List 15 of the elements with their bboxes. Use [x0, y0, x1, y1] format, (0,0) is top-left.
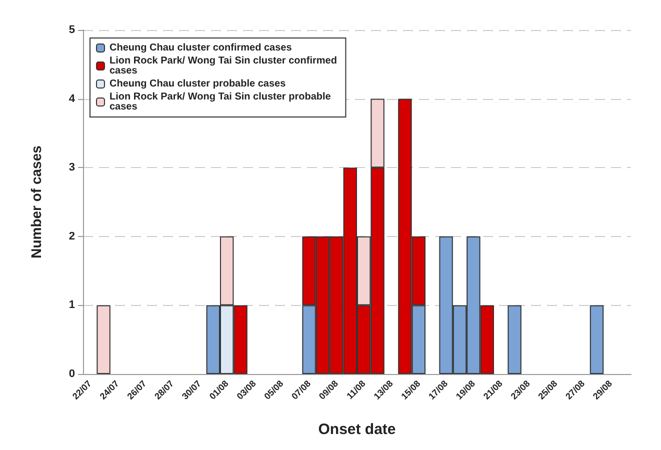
- legend-label: Cheung Chau cluster probable cases: [110, 78, 286, 90]
- legend-label: Lion Rock Park/ Wong Tai Sin cluster probable cases: [110, 92, 334, 112]
- legend-label: Cheung Chau cluster confirmed cases: [110, 42, 292, 54]
- x-axis-title: Onset date: [318, 421, 396, 438]
- y-tick-label: 3: [68, 162, 75, 174]
- y-tick-label: 5: [68, 24, 75, 36]
- y-tick-label: 2: [68, 230, 75, 242]
- y-tick-label: 4: [68, 92, 76, 105]
- y-tick-label: 1: [68, 299, 75, 312]
- legend-label: Lion Rock Park/ Wong Tai Sin cluster confirmed cases: [110, 56, 340, 76]
- bar: [96, 305, 110, 374]
- y-axis-title: Number of cases: [28, 145, 44, 258]
- bar: [590, 305, 604, 374]
- y-tick-label: 0: [68, 368, 75, 380]
- bar: [508, 305, 522, 374]
